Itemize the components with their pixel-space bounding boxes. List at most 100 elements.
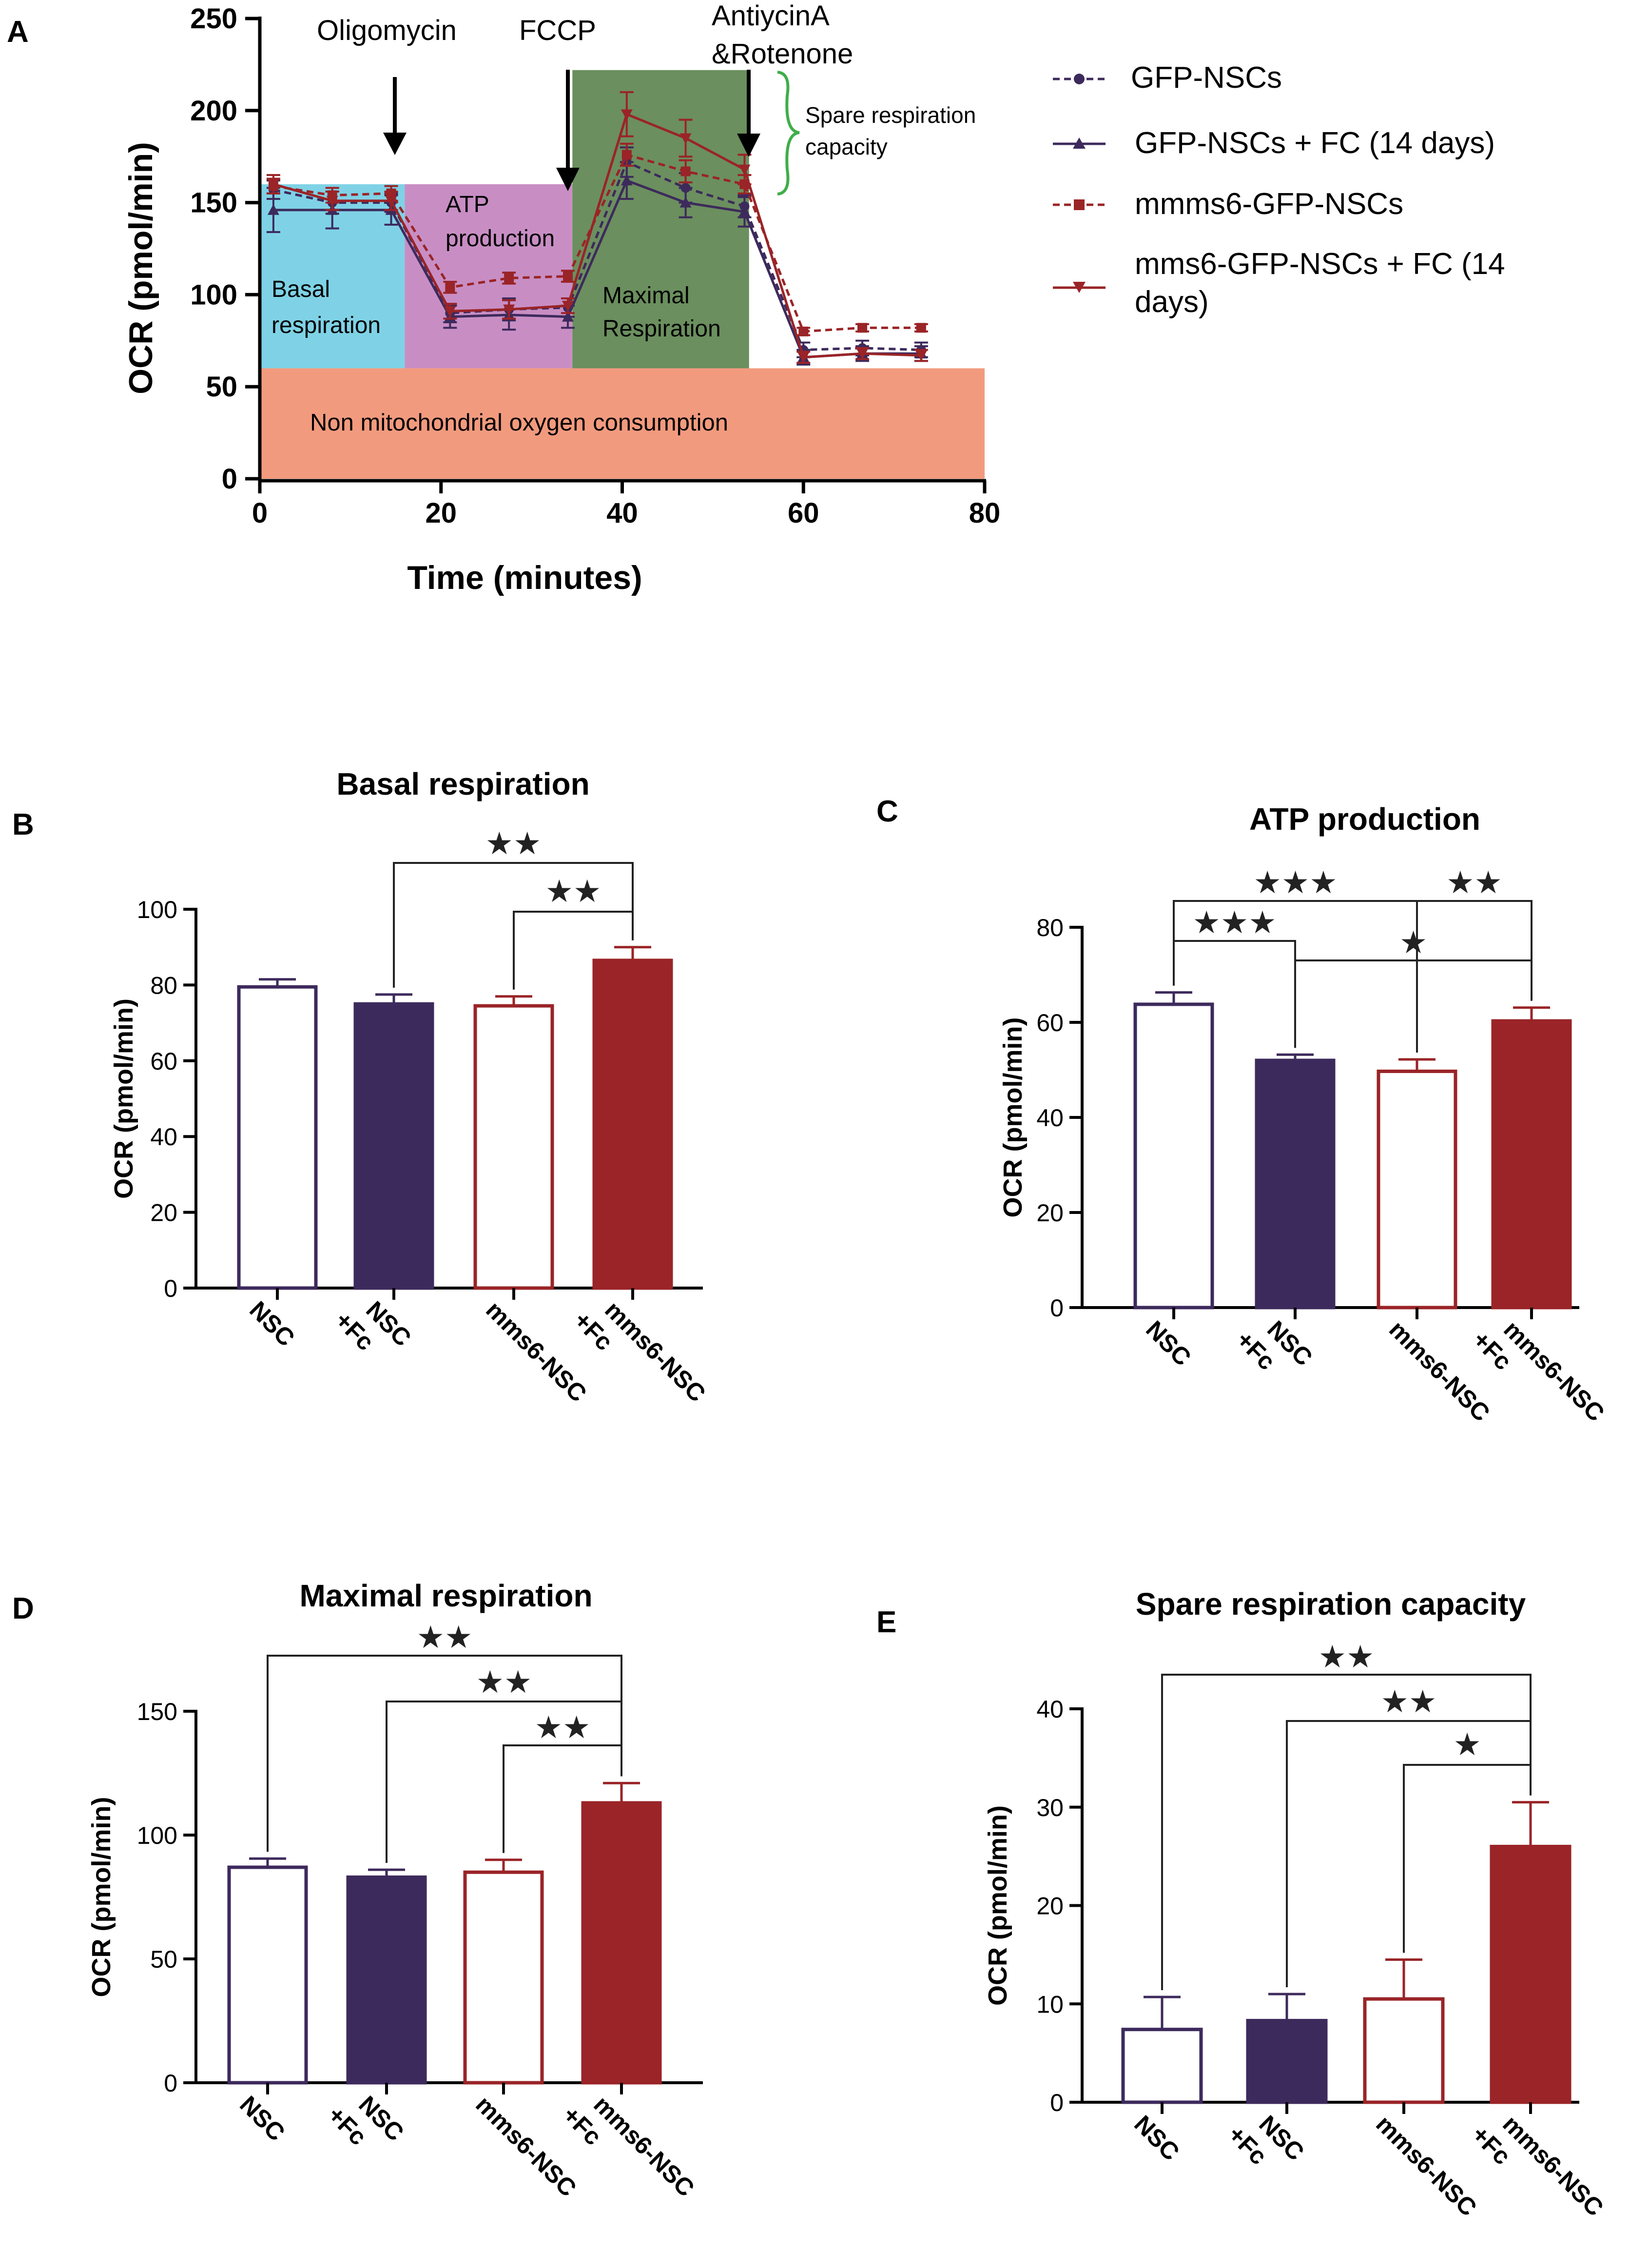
legend-label-gfp: GFP-NSCs bbox=[1131, 61, 1282, 95]
legend-marker-mms6-icon bbox=[1074, 199, 1085, 210]
panel-a-letter: A bbox=[7, 15, 29, 49]
axes: 0 20 40 60 80 0 50 100 150 200 250 Time (minutes) OC… bbox=[122, 3, 1000, 596]
chart-title: Spare respiration capacity bbox=[1136, 1586, 1526, 1622]
injection-antimycin-label-line2: &Rotenone bbox=[712, 38, 853, 70]
data-point bbox=[445, 282, 455, 293]
legend-item-gfp: GFP-NSCs bbox=[1053, 61, 1282, 95]
y-axis-title: OCR (pmol/min) bbox=[87, 1797, 116, 1997]
legend-marker-gfp-icon bbox=[1074, 74, 1085, 84]
data-point bbox=[856, 349, 869, 360]
significance-stars: ★★ bbox=[535, 1710, 591, 1745]
data-point bbox=[504, 273, 514, 283]
chart-title: ATP production bbox=[1249, 802, 1480, 837]
spare-capacity-brace-icon bbox=[777, 71, 800, 196]
y-tick-label: 20 bbox=[150, 1199, 177, 1227]
chart-title: Maximal respiration bbox=[299, 1578, 592, 1613]
bar-2 bbox=[473, 1004, 554, 1290]
data-point bbox=[915, 351, 927, 362]
legend-item-mms6-fc: mms6-GFP-NSCs + FC (14 days) bbox=[1053, 247, 1505, 319]
region-basal-label-line2: respiration bbox=[272, 313, 381, 338]
data-point bbox=[738, 206, 751, 217]
data-point bbox=[679, 133, 692, 144]
panel-c-letter: C bbox=[876, 795, 898, 828]
data-point bbox=[621, 175, 633, 186]
y-tick-label: 40 bbox=[1036, 1104, 1064, 1132]
y-tick-label: 60 bbox=[150, 1048, 177, 1075]
bar-1 bbox=[1255, 1058, 1336, 1310]
data-point bbox=[621, 150, 632, 160]
bar-0 bbox=[227, 1865, 308, 2085]
panel-d-letter: D bbox=[12, 1592, 34, 1625]
significance-bracket bbox=[503, 1744, 622, 1853]
legend-item-gfp-fc: GFP-NSCs + FC (14 days) bbox=[1053, 126, 1495, 160]
data-point bbox=[797, 352, 810, 363]
significance-stars: ★★ bbox=[476, 1664, 532, 1700]
data-point bbox=[503, 304, 515, 315]
y-axis-title: OCR (pmol/min) bbox=[109, 998, 138, 1199]
data-point bbox=[326, 196, 338, 207]
significance-bracket bbox=[1286, 1720, 1532, 1988]
series-line bbox=[273, 113, 921, 359]
legend-label-gfp-fc: GFP-NSCs + FC (14 days) bbox=[1135, 126, 1495, 160]
legend-item-mms6: mmms6-GFP-NSCs bbox=[1053, 187, 1403, 221]
x-tick-label: 80 bbox=[969, 497, 1001, 529]
y-tick-label: 80 bbox=[150, 972, 177, 999]
legend-marker-gfp-fc-icon bbox=[1073, 137, 1086, 149]
y-tick-label: 20 bbox=[1036, 1893, 1064, 1920]
y-tick-label: 0 bbox=[222, 463, 237, 495]
region-max-label-line1: Maximal bbox=[602, 283, 690, 309]
region-nonmito-label: Non mitochondrial oxygen consumption bbox=[310, 410, 728, 436]
injection-antimycin-label-line1: AntiycinA bbox=[712, 0, 830, 32]
y-tick-label: 100 bbox=[137, 896, 177, 923]
x-tick-label: 60 bbox=[788, 497, 819, 529]
y-tick-label: 0 bbox=[164, 1275, 177, 1302]
data-point bbox=[857, 323, 868, 333]
bar-1 bbox=[1246, 2019, 1328, 2104]
significance-stars: ★★★ bbox=[1253, 865, 1337, 900]
x-tick-label: 20 bbox=[425, 497, 457, 529]
significance-stars: ★ bbox=[1453, 1727, 1481, 1762]
significance-bracket bbox=[1403, 1764, 1532, 1953]
data-point bbox=[679, 196, 692, 208]
y-tick-label: 0 bbox=[164, 2070, 177, 2097]
data-point bbox=[267, 179, 279, 190]
significance-stars: ★ bbox=[1399, 925, 1427, 960]
data-point bbox=[267, 204, 279, 215]
arrow-fccp-icon bbox=[556, 70, 580, 191]
y-tick-label: 40 bbox=[1036, 1696, 1064, 1723]
bar-3 bbox=[581, 1801, 662, 2085]
spare-capacity-label-line1: Spare respiration bbox=[805, 102, 976, 128]
y-tick-label: 150 bbox=[137, 1698, 177, 1725]
y-tick-label: 30 bbox=[1036, 1794, 1064, 1821]
significance-bracket bbox=[1416, 900, 1533, 1053]
significance-stars: ★★★ bbox=[1192, 905, 1276, 940]
legend-label-mms6-fc-line1: mms6-GFP-NSCs + FC (14 bbox=[1135, 247, 1505, 281]
y-axis-title: OCR (pmol/min) bbox=[998, 1017, 1028, 1218]
region-atp-label-line1: ATP bbox=[446, 192, 489, 217]
arrow-oligomycin-icon bbox=[383, 77, 407, 155]
significance-bracket bbox=[513, 911, 634, 990]
x-tick-label: 40 bbox=[606, 497, 638, 529]
bar-2 bbox=[463, 1870, 544, 2085]
significance-stars: ★★ bbox=[1446, 865, 1502, 900]
y-axis-title: OCR (pmol/min) bbox=[122, 142, 159, 394]
significance-stars: ★★ bbox=[545, 874, 601, 909]
region-atp-label-line2: production bbox=[446, 226, 555, 252]
region-maximal bbox=[572, 70, 749, 369]
data-point bbox=[562, 311, 574, 322]
y-tick-label: 50 bbox=[150, 1946, 177, 1973]
y-tick-label: 0 bbox=[1050, 1294, 1064, 1322]
significance-bracket bbox=[393, 862, 634, 988]
bar-3 bbox=[592, 958, 673, 1290]
data-point bbox=[798, 326, 809, 336]
y-tick-label: 0 bbox=[1050, 2089, 1064, 2116]
arrow-antimycin-icon bbox=[737, 70, 760, 157]
legend-marker-mms6-fc-icon bbox=[1073, 282, 1086, 293]
data-point bbox=[916, 323, 926, 333]
significance-stars: ★★ bbox=[1319, 1639, 1375, 1674]
phase-regions bbox=[260, 70, 985, 479]
y-tick-label: 200 bbox=[190, 95, 237, 127]
y-tick-label: 10 bbox=[1036, 1991, 1064, 2018]
bar-2 bbox=[1377, 1069, 1457, 1310]
